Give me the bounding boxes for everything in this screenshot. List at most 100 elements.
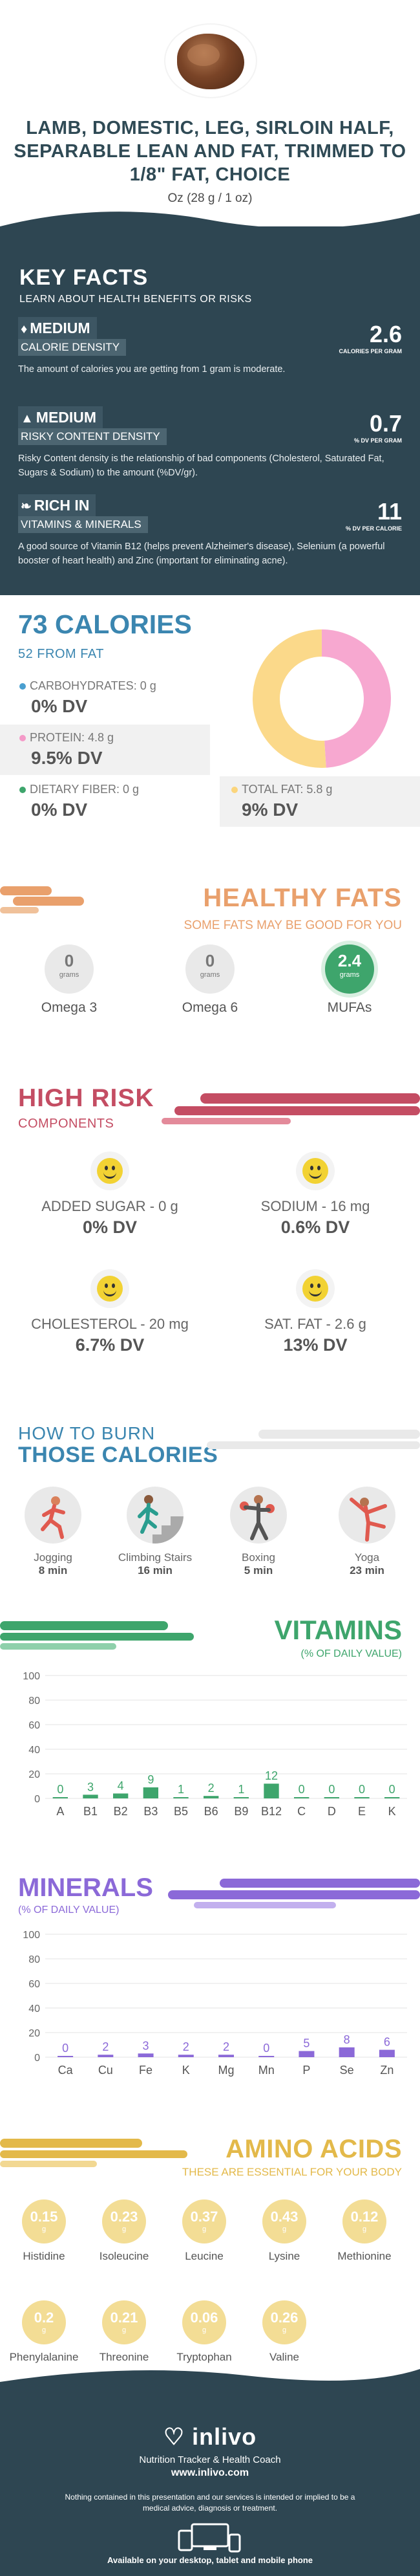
decor-stripes (0, 886, 84, 913)
high-risk-section: HIGH RISK COMPONENTS ADDED SUGAR - 0 g 0… (0, 1074, 420, 1410)
mineral-value-label: 0 (62, 2042, 68, 2055)
mineral-value-label: 2 (183, 2040, 189, 2053)
activity-stairs: Climbing Stairs 16 min (116, 1487, 194, 1577)
fat-value: 0 (205, 951, 215, 970)
food-image (165, 25, 256, 97)
amino-badge: 0.37 g (182, 2199, 226, 2243)
inlivo-logo[interactable]: ♡ inlivo (0, 2423, 420, 2450)
legend-dot (19, 787, 26, 793)
y-tick-label: 60 (28, 1720, 40, 1731)
heart-icon: ♡ (163, 2423, 185, 2450)
decor-stripes (168, 1879, 420, 1908)
amino-label: Valine (269, 2351, 299, 2363)
vitamin-value-label: 2 (208, 1782, 215, 1795)
fact-unit: CALORIES PER GRAM (339, 348, 402, 355)
smiley-icon (90, 1269, 129, 1308)
calories-title: 73 CALORIES (18, 609, 192, 639)
y-tick-label: 80 (28, 1696, 40, 1707)
mineral-category-label: Zn (380, 2064, 394, 2077)
vitamin-bar-b2 (113, 1793, 129, 1798)
calorie-donut-chart (253, 629, 391, 768)
vitamin-value-label: 0 (299, 1783, 305, 1796)
vitamin-category-label: K (388, 1805, 396, 1818)
minerals-subtitle: (% OF DAILY VALUE) (18, 1905, 120, 1916)
nutrient-fat: TOTAL FAT: 5.8 g 9% DV (220, 776, 420, 827)
activity-minutes: 8 min (38, 1564, 68, 1577)
nutrient-label: TOTAL FAT: 5.8 g (242, 783, 333, 796)
vitamin-category-label: B3 (143, 1805, 158, 1818)
fact-unit: % DV PER CALORIE (345, 525, 402, 532)
amino-valine: 0.26 g Valine (246, 2300, 323, 2364)
y-tick-label: 0 (34, 2053, 40, 2064)
y-tick-label: 40 (28, 2003, 40, 2014)
donut-slice-fat (253, 629, 326, 768)
mineral-category-label: P (302, 2064, 310, 2077)
amino-value: 0.2 (34, 2309, 54, 2326)
amino-label: Tryptophan (176, 2351, 232, 2363)
nutrient-dv: 9.5% DV (31, 748, 103, 768)
nutrient-dv: 0% DV (31, 696, 88, 716)
activity-label: Jogging (34, 1551, 72, 1564)
key-facts-section: KEY FACTS LEARN ABOUT HEALTH BENEFITS OR… (0, 212, 420, 595)
activity-jogging: Jogging 8 min (14, 1487, 92, 1577)
amino-value: 0.21 (110, 2309, 138, 2326)
mineral-bar-cu (98, 2055, 114, 2057)
mineral-value-label: 0 (263, 2042, 269, 2055)
wave-divider (0, 212, 420, 239)
calories-subtitle: 52 FROM FAT (18, 647, 104, 661)
fat-omega6: 0 grams Omega 6 (174, 944, 246, 1016)
vitamin-category-label: B12 (261, 1805, 282, 1818)
amino-value: 0.43 (270, 2209, 299, 2225)
website-link[interactable]: www.inlivo.com (171, 2467, 249, 2478)
vitamin-bar-c (294, 1797, 310, 1798)
fact-description: A good source of Vitamin B12 (helps prev… (18, 541, 385, 566)
vitamin-value-label: 0 (57, 1783, 63, 1796)
fact-description: The amount of calories you are getting f… (18, 364, 286, 375)
vitamins-title: VITAMINS (274, 1615, 402, 1645)
burn-title-line1: HOW TO BURN (18, 1423, 156, 1443)
amino-threonine: 0.21 g Threonine (85, 2300, 163, 2364)
high-risk-title: HIGH RISK (18, 1084, 154, 1112)
amino-badge: 0.21 g (102, 2300, 146, 2344)
mineral-bar-p (299, 2051, 315, 2057)
availability-text: Available on your desktop, tablet and mo… (107, 2555, 313, 2565)
healthy-fats-title: HEALTHY FATS (203, 884, 402, 912)
fact-label: CALORIE DENSITY (18, 339, 127, 356)
decor-stripes (0, 1621, 194, 1650)
vitamin-category-label: B6 (204, 1805, 218, 1818)
amino-label: Histidine (23, 2250, 65, 2262)
leaf-icon: ❧ (21, 499, 32, 514)
serving-size: Oz (28 g / 1 oz) (167, 191, 253, 205)
smiley-icon (296, 1152, 335, 1190)
risk-sodium: SODIUM - 16 mg 0.6% DV (218, 1152, 412, 1238)
jogging-icon (25, 1487, 81, 1544)
activity-boxing: Boxing 5 min (220, 1487, 297, 1577)
y-tick-label: 0 (34, 1794, 40, 1805)
vitamin-bar-b6 (204, 1796, 219, 1798)
nutrient-fiber: DIETARY FIBER: 0 g 0% DV (0, 776, 210, 827)
vitamin-value-label: 0 (328, 1783, 335, 1796)
fact-value: 11 (377, 498, 402, 525)
mineral-bar-se (339, 2047, 355, 2057)
risk-cholesterol: CHOLESTEROL - 20 mg 6.7% DV (13, 1269, 207, 1355)
fact-level: MEDIUM (36, 409, 97, 426)
calories-section: 73 CALORIES 52 FROM FAT CARBOHYDRATES: 0… (0, 595, 420, 867)
vitamin-value-label: 3 (87, 1780, 94, 1793)
vitamin-category-label: B2 (114, 1805, 128, 1818)
fact-label: RISKY CONTENT DENSITY (18, 428, 167, 445)
vitamins-section: VITAMINS (% OF DAILY VALUE) 0 20 40 60 80 100… (0, 1604, 420, 1863)
vitamin-value-label: 1 (178, 1783, 184, 1796)
risk-dv: 0% DV (82, 1217, 138, 1237)
fact-label: VITAMINS & MINERALS (18, 516, 148, 533)
vitamin-category-label: C (297, 1805, 306, 1818)
flame-icon: ♦ (21, 322, 28, 336)
risk-label: SAT. FAT - 2.6 g (264, 1316, 366, 1332)
amino-badge: 0.15 g (22, 2199, 66, 2243)
fact-value: 0.7 (369, 410, 402, 437)
logo-text: inlivo (192, 2423, 257, 2450)
fat-omega3: 0 grams Omega 3 (34, 944, 105, 1016)
legend-dot (19, 735, 26, 741)
mineral-category-label: Se (340, 2064, 354, 2077)
fact-value: 2.6 (369, 321, 402, 347)
mineral-value-label: 6 (384, 2036, 390, 2049)
